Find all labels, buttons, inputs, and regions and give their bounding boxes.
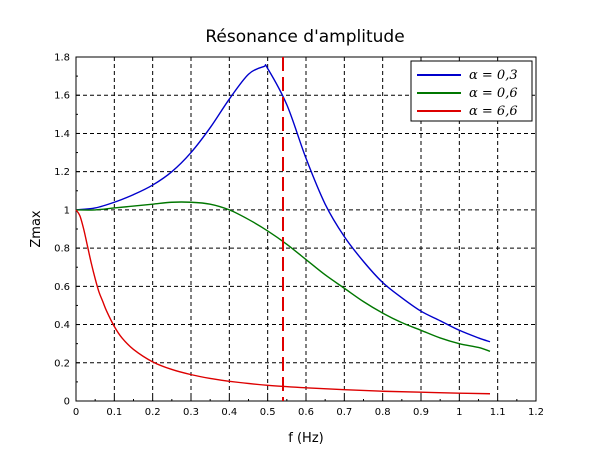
y-tick-label: 1.8 [54, 53, 70, 64]
y-tick-label: 1.6 [54, 91, 70, 102]
y-axis-label: Zmax [29, 210, 44, 248]
y-tick-label: 1.4 [54, 129, 70, 140]
x-tick-label: 1 [456, 407, 462, 418]
x-tick-label: 0.2 [145, 407, 161, 418]
series-line-1 [75, 64, 491, 343]
x-tick-label: 0.8 [375, 407, 391, 418]
x-tick-label: 0.6 [298, 407, 314, 418]
x-tick-label: 0.1 [106, 407, 122, 418]
y-tick-label: 0.2 [54, 358, 70, 369]
series-line-2 [75, 201, 491, 352]
axis-ticks: 0 0.1 0.2 0.3 0.4 0.5 0.6 0.7 0.8 0.9 1 1.1 1.2 0 0.2 0… [54, 53, 544, 419]
legend-label-1: α = 0,3 [469, 68, 518, 83]
y-tick-label: 0.6 [54, 282, 70, 293]
x-tick-label: 0.7 [336, 407, 352, 418]
x-tick-label: 0.3 [183, 407, 199, 418]
legend-label-3: α = 6,6 [469, 104, 518, 119]
legend: α = 0,3 α = 0,6 α = 6,6 [410, 60, 533, 122]
x-tick-label: 1.1 [490, 407, 506, 418]
x-tick-label: 0.4 [221, 407, 237, 418]
series-line-3 [75, 209, 491, 395]
x-tick-label: 1.2 [528, 407, 544, 418]
y-tick-label: 0.8 [54, 244, 70, 255]
y-tick-label: 0.4 [54, 320, 70, 331]
y-tick-label: 1 [64, 205, 70, 216]
x-tick-label: 0.5 [260, 407, 276, 418]
y-tick-label: 1.2 [54, 167, 70, 178]
x-tick-label: 0.9 [413, 407, 429, 418]
chart-title: Résonance d'amplitude [205, 27, 404, 47]
x-axis-label: f (Hz) [288, 431, 323, 446]
legend-label-2: α = 0,6 [469, 86, 518, 101]
x-tick-label: 0 [73, 407, 79, 418]
series-group [75, 64, 491, 395]
y-tick-label: 0 [64, 397, 70, 408]
